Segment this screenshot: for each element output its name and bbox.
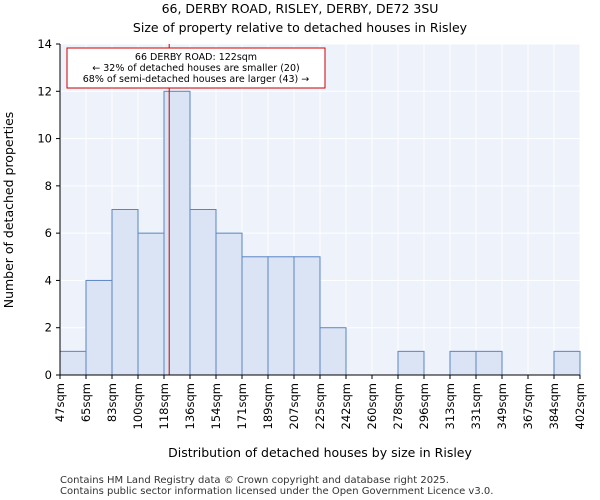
- bar: [59, 350, 87, 376]
- y-tick-label: 12: [37, 84, 52, 98]
- x-tick-label: 83sqm: [105, 383, 119, 422]
- x-tick-label: 225sqm: [313, 383, 327, 429]
- x-tick-label: 313sqm: [443, 383, 457, 429]
- bar: [215, 232, 243, 376]
- x-tick-label: 296sqm: [417, 383, 431, 429]
- y-tick-label: 0: [45, 368, 52, 382]
- x-tick-label: 242sqm: [339, 383, 353, 429]
- x-tick-label: 118sqm: [157, 383, 171, 429]
- bar: [137, 232, 165, 376]
- chart-title-line-1: 66, DERBY ROAD, RISLEY, DERBY, DE72 3SU: [162, 1, 439, 16]
- annotation-box: 66 DERBY ROAD: 122sqm ← 32% of detached …: [66, 47, 326, 89]
- annotation-line-1: 66 DERBY ROAD: 122sqm: [135, 52, 257, 63]
- y-tick-label: 10: [37, 132, 52, 146]
- annotation-line-3: 68% of semi-detached houses are larger (…: [83, 74, 310, 85]
- x-tick-label: 171sqm: [235, 383, 249, 429]
- y-axis-label: Number of detached properties: [1, 112, 16, 309]
- x-tick-label: 402sqm: [573, 383, 587, 429]
- x-tick-label: 136sqm: [183, 383, 197, 429]
- x-tick-label: 65sqm: [79, 383, 93, 422]
- bar: [85, 279, 113, 376]
- bar: [553, 350, 581, 376]
- footer-line-1: Contains HM Land Registry data © Crown c…: [60, 475, 449, 486]
- bar: [189, 209, 217, 376]
- x-tick-label: 331sqm: [469, 383, 483, 429]
- bar: [163, 90, 191, 376]
- x-ticks: 47sqm 65sqm 83sqm 100sqm 118sqm 136sqm 154sqm 1…: [53, 375, 587, 429]
- footer-line-2: Contains public sector information licen…: [60, 486, 493, 497]
- annotation-frame: [66, 47, 326, 89]
- bar: [475, 350, 503, 376]
- y-tick-label: 8: [45, 179, 52, 193]
- bars: [59, 90, 581, 376]
- x-tick-label: 367sqm: [521, 383, 535, 429]
- x-tick-label: 349sqm: [495, 383, 509, 429]
- x-tick-label: 278sqm: [391, 383, 405, 429]
- bar: [111, 209, 139, 376]
- y-ticks: 0 2 4 6 8 10 12 14: [37, 37, 60, 382]
- y-tick-label: 2: [45, 321, 52, 335]
- bar: [319, 327, 347, 376]
- bar: [293, 256, 321, 376]
- bar: [449, 350, 477, 376]
- y-tick-label: 4: [45, 273, 52, 287]
- annotation-line-2: ← 32% of detached houses are smaller (20…: [92, 63, 299, 74]
- x-tick-label: 154sqm: [209, 383, 223, 429]
- x-tick-label: 47sqm: [53, 383, 67, 422]
- bar: [397, 350, 425, 376]
- y-tick-label: 6: [45, 226, 52, 240]
- x-tick-label: 189sqm: [261, 383, 275, 429]
- x-tick-label: 100sqm: [131, 383, 145, 429]
- x-axis-label: Distribution of detached houses by size …: [168, 445, 472, 460]
- bar: [267, 256, 295, 376]
- x-tick-label: 260sqm: [365, 383, 379, 429]
- x-tick-label: 207sqm: [287, 383, 301, 429]
- x-tick-label: 384sqm: [547, 383, 561, 429]
- y-tick-label: 14: [37, 37, 52, 51]
- chart-title-line-2: Size of property relative to detached ho…: [133, 20, 468, 35]
- bar: [241, 256, 269, 376]
